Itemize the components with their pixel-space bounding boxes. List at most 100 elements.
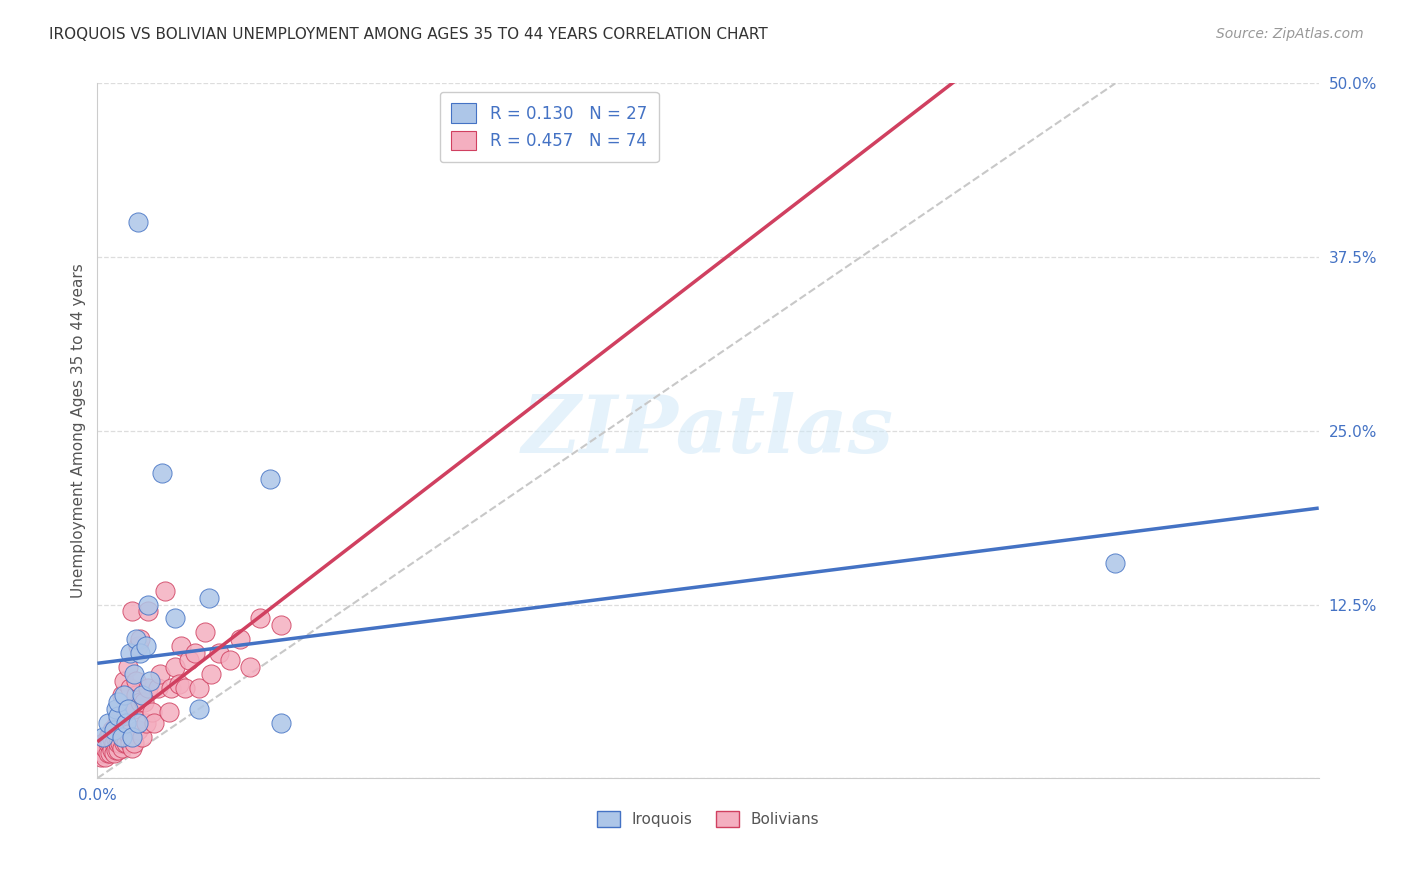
Point <box>129 695 152 709</box>
Point <box>188 681 211 695</box>
Point <box>104 732 127 747</box>
Point <box>198 591 221 605</box>
Point <box>157 705 180 719</box>
Point <box>94 740 117 755</box>
Point <box>163 660 186 674</box>
Point <box>1104 556 1126 570</box>
Point <box>96 715 118 730</box>
Point <box>107 743 129 757</box>
Point <box>112 673 135 688</box>
Text: Source: ZipAtlas.com: Source: ZipAtlas.com <box>1216 27 1364 41</box>
Point <box>200 667 222 681</box>
Point <box>177 653 200 667</box>
Point <box>108 737 131 751</box>
Point <box>194 625 217 640</box>
Point <box>148 681 170 695</box>
Point <box>125 632 148 647</box>
Legend: Iroquois, Bolivians: Iroquois, Bolivians <box>591 805 825 833</box>
Point <box>121 605 143 619</box>
Point <box>136 598 159 612</box>
Point <box>159 681 181 695</box>
Point <box>112 688 135 702</box>
Point <box>270 715 292 730</box>
Point <box>103 737 125 751</box>
Point <box>131 730 153 744</box>
Point <box>125 673 148 688</box>
Point <box>103 723 125 737</box>
Point <box>100 732 122 747</box>
Point <box>249 611 271 625</box>
Point <box>107 695 129 709</box>
Point <box>96 730 118 744</box>
Point <box>170 639 193 653</box>
Point <box>129 632 152 647</box>
Point <box>115 737 138 751</box>
Point <box>107 708 129 723</box>
Point <box>139 673 162 688</box>
Point <box>239 660 262 674</box>
Point <box>127 639 149 653</box>
Point <box>93 746 115 760</box>
Point <box>94 750 117 764</box>
Point <box>104 743 127 757</box>
Point <box>103 723 125 737</box>
Point <box>136 605 159 619</box>
Point <box>117 702 139 716</box>
Point <box>98 746 121 760</box>
Point <box>104 718 127 732</box>
Text: ZIPatlas: ZIPatlas <box>522 392 894 469</box>
Point <box>108 718 131 732</box>
Point <box>188 702 211 716</box>
Point <box>127 215 149 229</box>
Point <box>118 737 141 751</box>
Point <box>100 723 122 737</box>
Point <box>122 667 145 681</box>
Point <box>112 737 135 751</box>
Point <box>127 715 149 730</box>
Point <box>125 688 148 702</box>
Y-axis label: Unemployment Among Ages 35 to 44 years: Unemployment Among Ages 35 to 44 years <box>72 263 86 599</box>
Text: IROQUOIS VS BOLIVIAN UNEMPLOYMENT AMONG AGES 35 TO 44 YEARS CORRELATION CHART: IROQUOIS VS BOLIVIAN UNEMPLOYMENT AMONG … <box>49 27 768 42</box>
Point <box>111 688 134 702</box>
Point <box>173 681 195 695</box>
Point <box>117 727 139 741</box>
Point <box>141 705 163 719</box>
Point <box>136 681 159 695</box>
Point <box>107 737 129 751</box>
Point <box>104 702 127 716</box>
Point <box>131 688 153 702</box>
Point <box>118 646 141 660</box>
Point <box>143 715 166 730</box>
Point <box>129 646 152 660</box>
Point <box>163 611 186 625</box>
Point <box>115 705 138 719</box>
Point <box>115 715 138 730</box>
Point <box>270 618 292 632</box>
Point <box>135 639 157 653</box>
Point <box>121 740 143 755</box>
Point <box>122 702 145 716</box>
Point <box>107 713 129 727</box>
Point <box>93 730 115 744</box>
Point <box>135 715 157 730</box>
Point <box>208 646 231 660</box>
Point <box>122 737 145 751</box>
Point <box>96 737 118 751</box>
Point <box>259 473 281 487</box>
Point <box>184 646 207 660</box>
Point <box>229 632 252 647</box>
Point <box>149 667 172 681</box>
Point <box>127 723 149 737</box>
Point <box>134 695 156 709</box>
Point <box>118 681 141 695</box>
Point <box>100 743 122 757</box>
Point <box>93 737 115 751</box>
Point <box>98 727 121 741</box>
Point <box>111 730 134 744</box>
Point <box>117 660 139 674</box>
Point <box>111 740 134 755</box>
Point <box>98 737 121 751</box>
Point <box>90 750 112 764</box>
Point <box>90 743 112 757</box>
Point <box>152 466 174 480</box>
